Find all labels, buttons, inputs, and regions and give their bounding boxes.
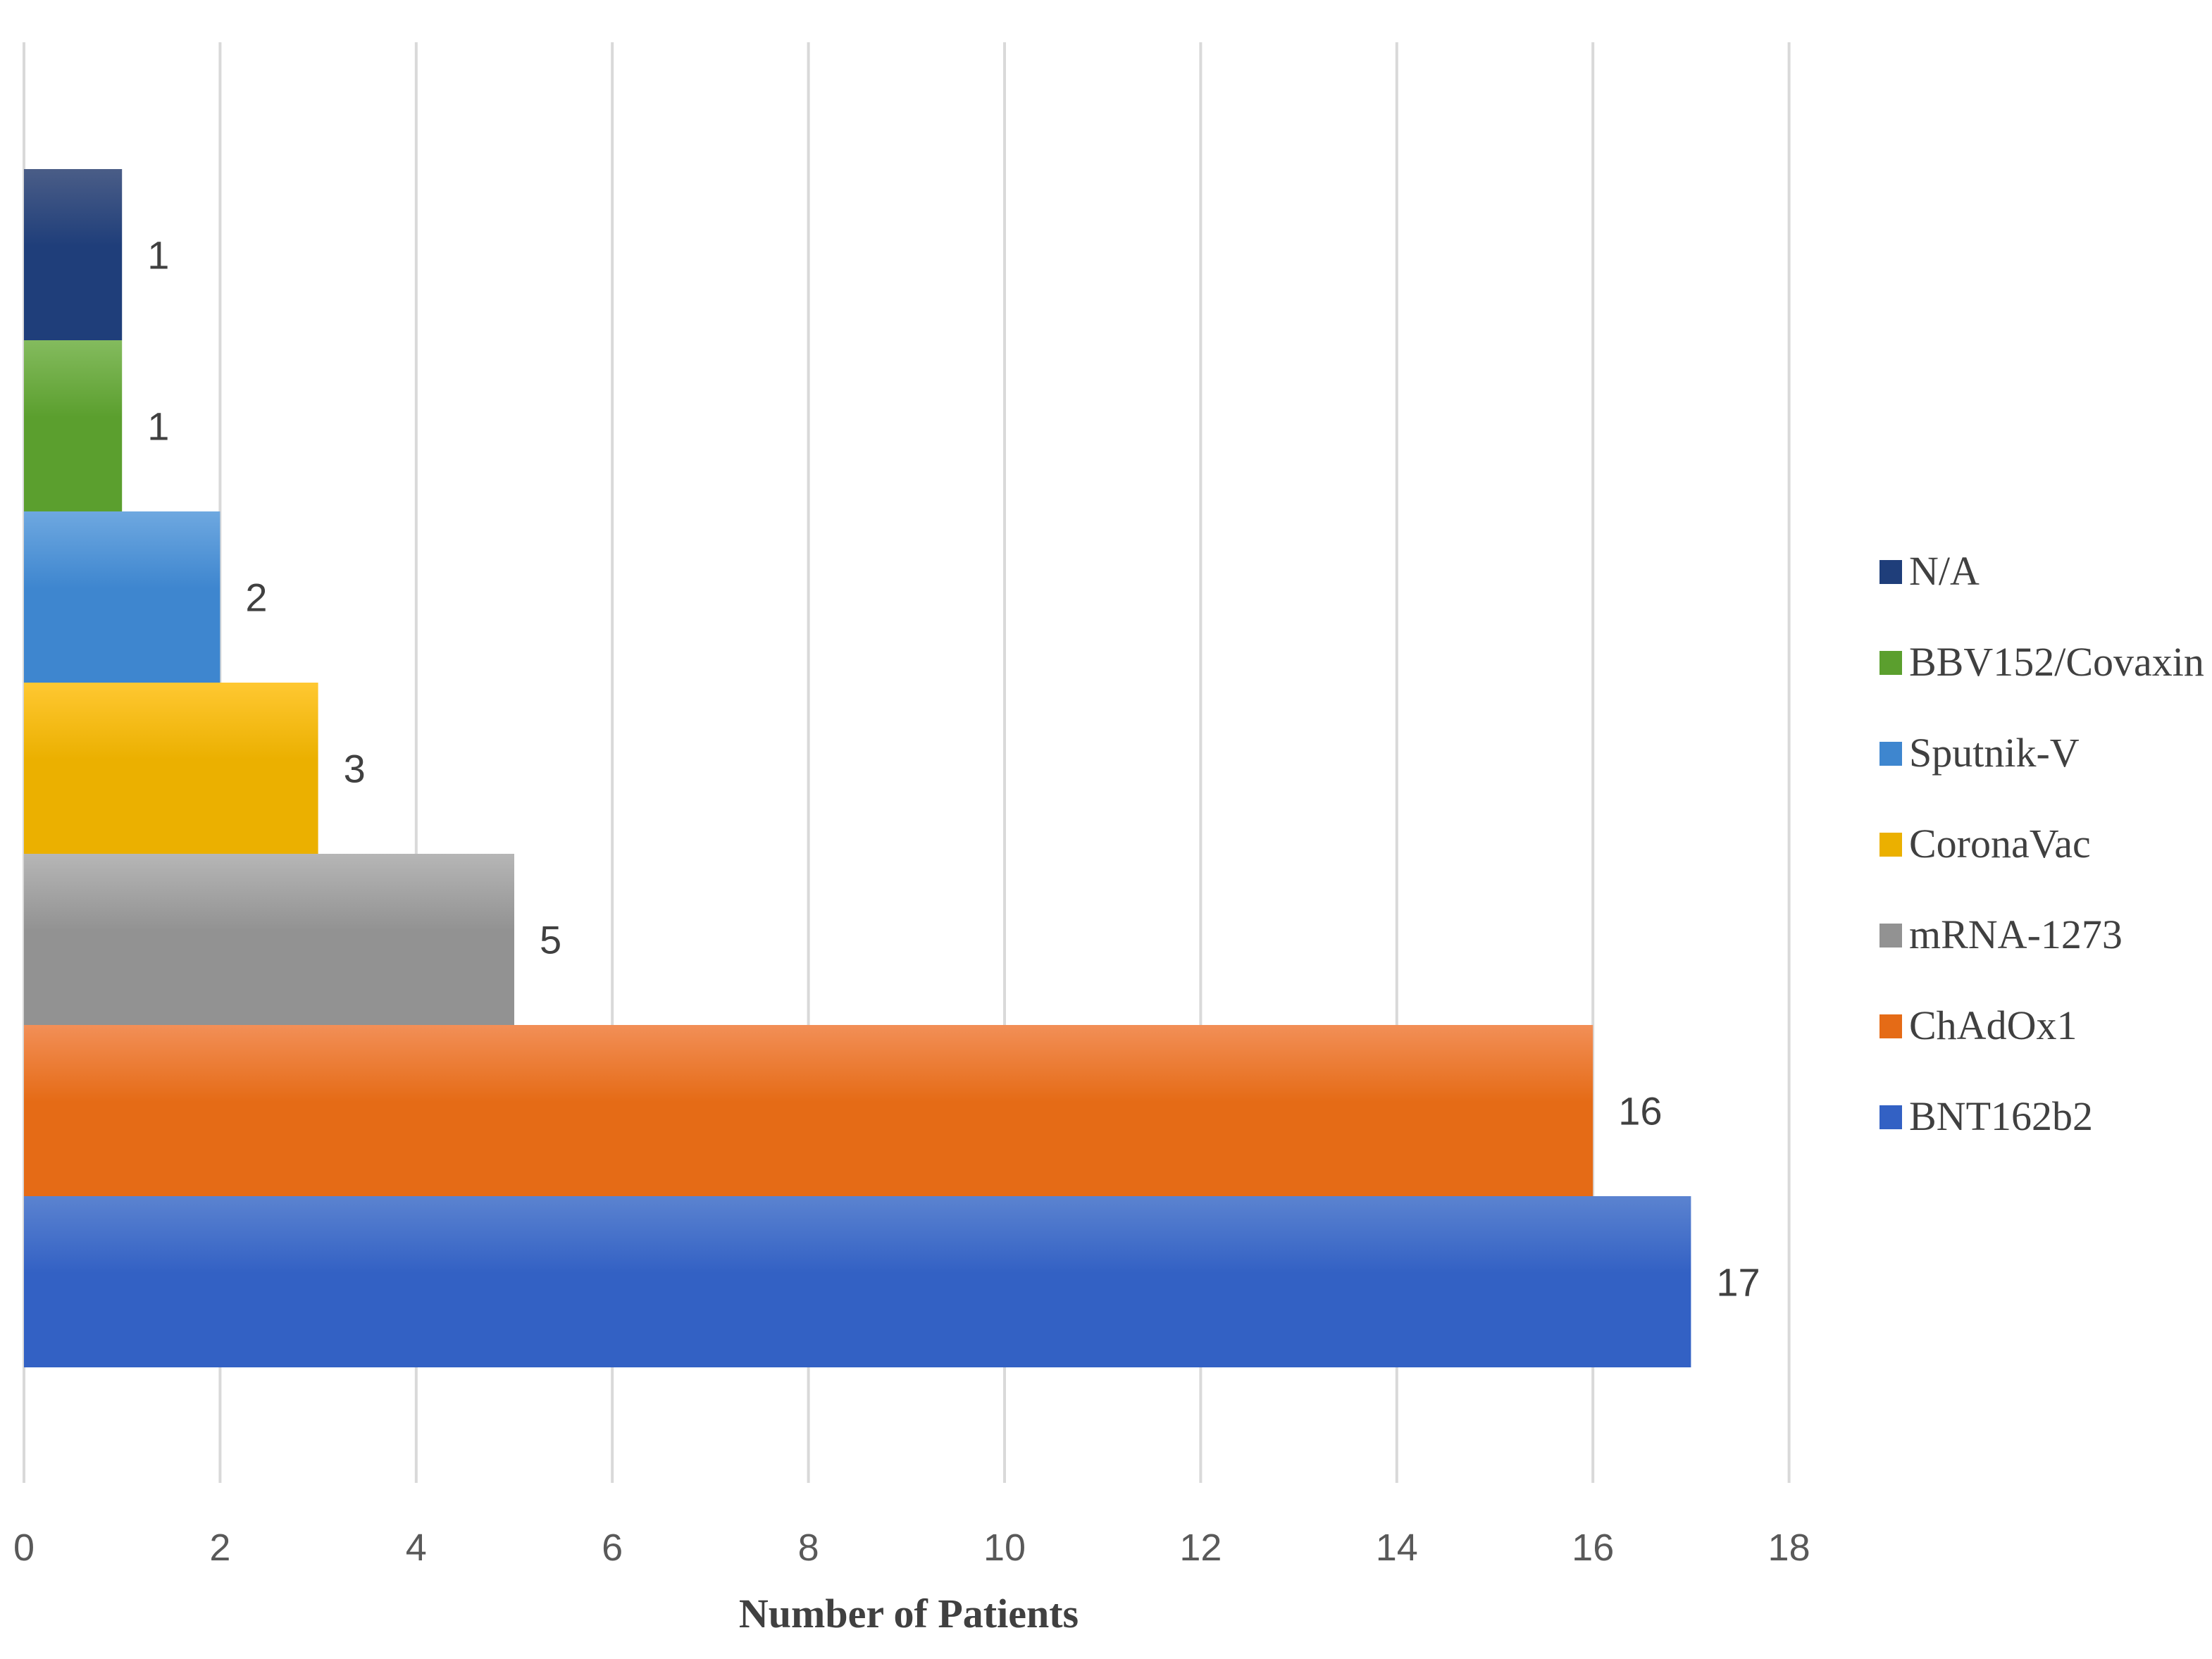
bar-coronavac <box>24 683 318 854</box>
legend-swatch <box>1879 1105 1902 1129</box>
x-tick-label: 18 <box>1768 1527 1810 1569</box>
legend-label: mRNA-1273 <box>1909 912 2123 957</box>
legend-label: BBV152/Covaxin <box>1909 639 2204 685</box>
bar-n-a <box>24 169 123 340</box>
legend-label: BNT162b2 <box>1909 1093 2093 1139</box>
x-tick-label: 8 <box>798 1527 819 1569</box>
bar-sputnik-v <box>24 511 220 683</box>
legend: N/A BBV152/Covaxin Sputnik-V CoronaVac mRNA-… <box>1879 548 2204 1139</box>
x-tick-label: 4 <box>406 1527 427 1569</box>
legend-label: Sputnik-V <box>1909 730 2080 776</box>
data-label: 5 <box>540 918 561 962</box>
legend-label: N/A <box>1909 548 1980 594</box>
bar-bbv152-covaxin <box>24 340 123 511</box>
legend-swatch <box>1879 651 1902 675</box>
data-label: 1 <box>147 404 169 449</box>
bars <box>24 169 1691 1367</box>
x-tick-label: 2 <box>209 1527 230 1569</box>
data-label: 2 <box>245 576 267 620</box>
legend-label: CoronaVac <box>1909 821 2091 866</box>
x-tick-label: 10 <box>983 1527 1026 1569</box>
data-label: 16 <box>1618 1089 1662 1133</box>
legend-label: ChAdOx1 <box>1909 1002 2077 1048</box>
legend-swatch <box>1879 560 1902 584</box>
legend-swatch <box>1879 924 1902 947</box>
x-axis-ticks: 0 2 4 6 8 10 12 14 16 18 <box>13 1527 1810 1569</box>
gridlines <box>23 42 1791 1483</box>
x-tick-label: 16 <box>1572 1527 1614 1569</box>
data-label: 1 <box>147 233 169 278</box>
x-tick-label: 14 <box>1376 1527 1418 1569</box>
bar-chadox1 <box>24 1025 1593 1196</box>
x-tick-label: 6 <box>602 1527 623 1569</box>
data-label: 3 <box>344 747 366 791</box>
data-label: 17 <box>1716 1260 1760 1305</box>
data-labels: 1 1 2 3 5 16 17 <box>147 233 1760 1305</box>
x-axis-title: Number of Patients <box>739 1591 1079 1636</box>
bar-mrna-1273 <box>24 854 514 1025</box>
legend-swatch <box>1879 833 1902 857</box>
bar-bnt162b2 <box>24 1196 1691 1367</box>
x-tick-label: 12 <box>1179 1527 1222 1569</box>
legend-swatch <box>1879 1014 1902 1038</box>
legend-swatch <box>1879 742 1902 766</box>
x-tick-label: 0 <box>13 1527 35 1569</box>
